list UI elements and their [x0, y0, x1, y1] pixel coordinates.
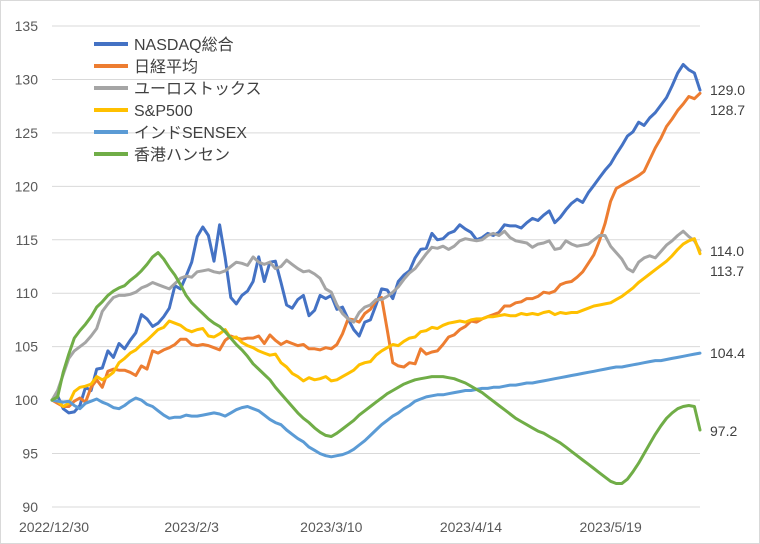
x-axis: 2022/12/30 2023/2/3 2023/3/10 2023/4/14 2023…: [19, 519, 642, 535]
y-tick-label: 120: [15, 178, 39, 194]
legend-label: ユーロストックス: [134, 80, 262, 98]
end-value-label: 128.7: [710, 102, 745, 118]
legend-label: S&P500: [134, 103, 193, 120]
gridlines: [52, 25, 700, 508]
series-line-2: [50, 229, 702, 402]
legend-label: 日経平均: [134, 58, 198, 76]
end-labels: 129.0 128.7 114.0 113.7 104.4 97.2: [710, 82, 745, 439]
series-line-0: [50, 63, 702, 415]
series-line-4: [50, 351, 702, 459]
y-tick-label: 125: [15, 125, 39, 141]
y-axis: 90 95 100 105 110 115 120 125 130 135: [15, 18, 39, 515]
series-line-3: [50, 237, 702, 408]
y-tick-label: 115: [16, 232, 39, 248]
y-tick-label: 95: [22, 446, 38, 462]
end-value-label: 114.0: [710, 243, 744, 259]
y-tick-label: 135: [15, 18, 39, 34]
end-value-label: 113.7: [710, 263, 744, 279]
legend-label: インドSENSEX: [134, 125, 247, 142]
x-tick-label: 2022/12/30: [19, 519, 89, 535]
y-tick-label: 105: [15, 339, 39, 355]
end-value-label: 129.0: [710, 82, 745, 98]
x-tick-label: 2023/4/14: [440, 519, 502, 535]
end-value-label: 104.4: [710, 345, 745, 361]
x-tick-label: 2023/3/10: [300, 519, 362, 535]
series-line-5: [50, 251, 702, 485]
x-tick-label: 2023/5/19: [579, 519, 641, 535]
y-tick-label: 110: [16, 285, 39, 301]
legend-label: NASDAQ総合: [134, 36, 234, 54]
x-tick-label: 2023/2/3: [164, 519, 219, 535]
y-tick-label: 100: [15, 392, 39, 408]
legend-label: 香港ハンセン: [134, 146, 230, 164]
series-lines: [50, 63, 702, 485]
y-tick-label: 130: [15, 71, 39, 87]
y-tick-label: 90: [22, 499, 38, 515]
end-value-label: 97.2: [710, 423, 737, 439]
